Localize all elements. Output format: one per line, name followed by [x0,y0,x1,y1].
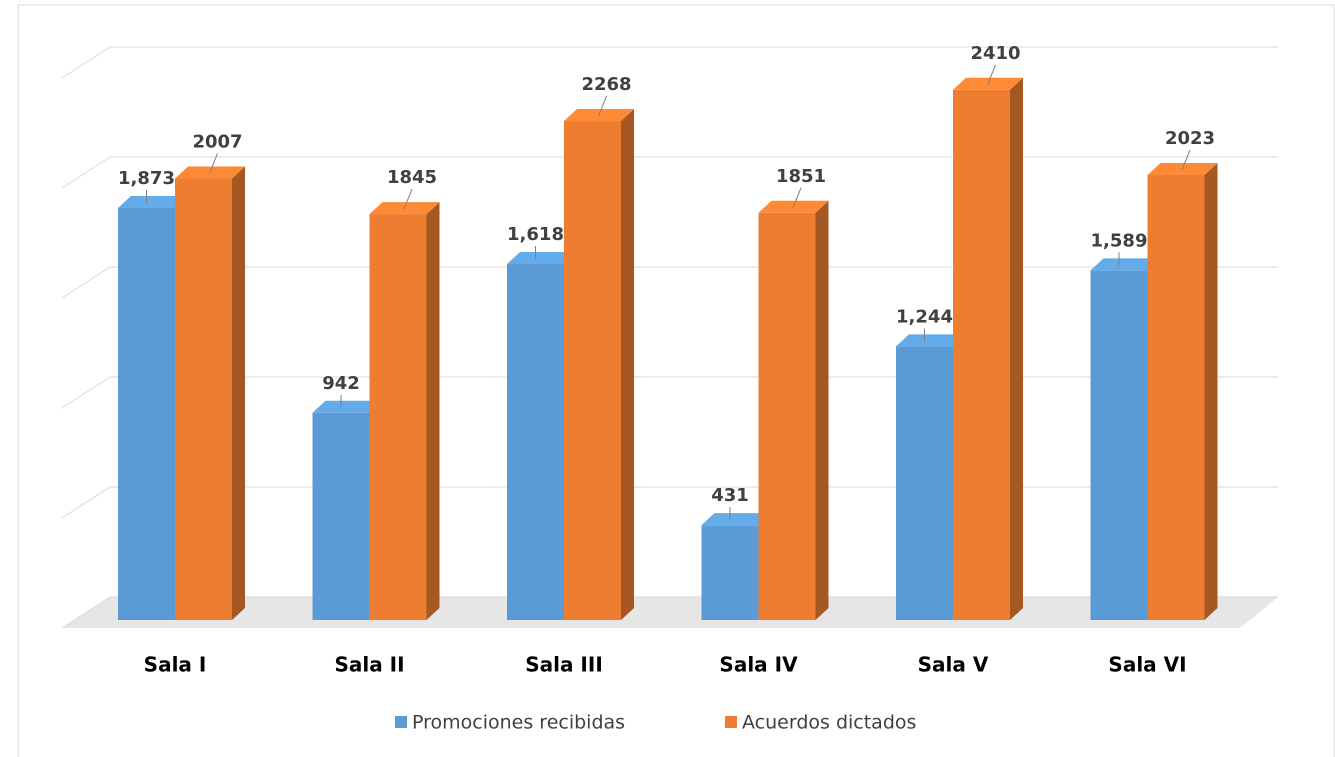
bar-side [815,200,829,620]
grid-line-side [61,596,111,629]
legend-label: Acuerdos dictados [742,712,916,734]
bar [758,212,816,620]
bar-side [426,202,440,620]
value-label: 1,873 [118,168,175,189]
label-leader [209,153,218,174]
x-tick-label: Sala I [144,653,207,677]
value-label: 2023 [1165,128,1215,149]
bar [312,412,370,620]
label-leader [1181,149,1191,171]
label-leader [598,95,607,117]
bar [1147,174,1205,620]
bar [175,178,232,620]
bar [953,89,1010,621]
bar [564,121,621,620]
bar [118,207,175,620]
legend-swatch [725,716,737,728]
bar-side [232,166,245,620]
bar-top [701,513,772,526]
label-leader [987,64,996,85]
value-label: 431 [711,485,749,506]
bar-side [621,109,634,620]
bar-side [1204,162,1218,620]
bar-top [118,195,188,208]
bar [896,346,953,620]
value-label: 1,618 [507,224,564,245]
grid-line-side [61,156,111,189]
x-tick-label: Sala II [334,653,404,677]
x-tick-label: Sala VI [1108,653,1186,677]
value-label: 1851 [776,166,826,187]
bar [1090,270,1148,620]
grid-line-side [61,46,111,79]
value-label: 1,244 [896,306,953,327]
legend-label: Promociones recibidas [412,712,625,734]
value-label: 2410 [970,43,1020,64]
value-label: 2007 [192,131,242,152]
grid-line-side [61,486,111,519]
legend-swatch [395,716,407,728]
bar [507,264,564,620]
x-tick-label: Sala IV [719,653,798,677]
label-leader [792,187,802,208]
value-label: 1845 [387,167,437,188]
x-tick-label: Sala V [918,653,989,677]
bar-top [1090,258,1161,271]
bar-top [896,334,966,347]
bar [701,525,759,620]
value-label: 1,589 [1091,230,1148,251]
bar-top [507,252,577,265]
x-tick-label: Sala III [525,653,603,677]
grid-line-side [61,376,111,409]
bar-side [1010,77,1023,621]
label-leader [403,188,413,210]
bar-top [312,400,383,413]
value-label: 942 [322,373,360,394]
value-label: 2268 [581,74,631,95]
bar [369,214,427,620]
grid-line-side [61,266,111,299]
